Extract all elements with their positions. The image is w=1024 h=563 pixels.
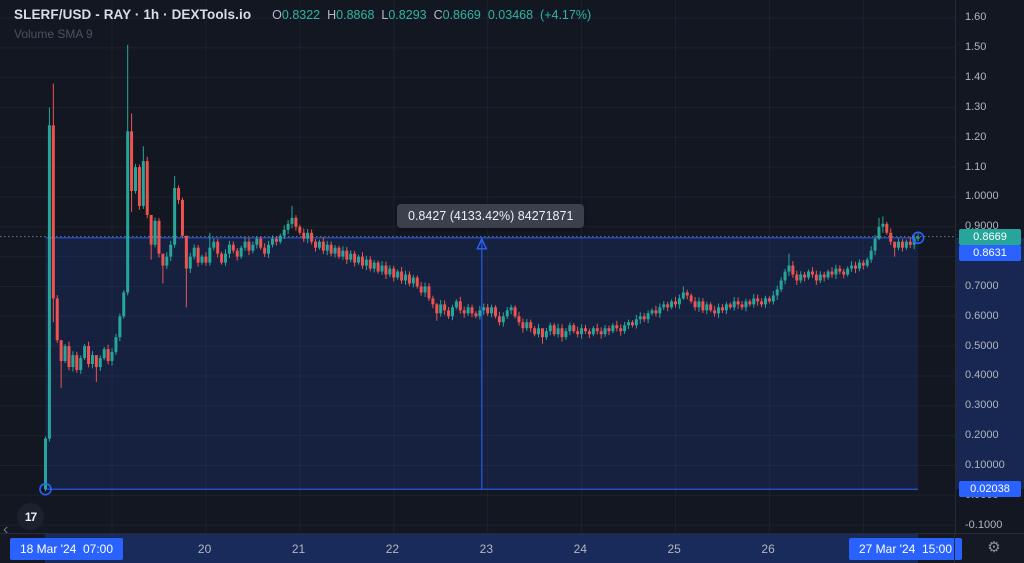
volume-indicator-label[interactable]: Volume SMA 9 (14, 27, 93, 41)
measure-end-time-badge: 27 Mar '24 15:00 (849, 538, 963, 560)
time-axis-label: 22 (385, 542, 400, 556)
price-axis[interactable]: 1.601.501.401.301.201.101.00000.90000.80… (955, 0, 1024, 533)
chart-legend: SLERF/USD - RAY · 1h · DEXTools.io O0.83… (14, 7, 591, 22)
symbol-title[interactable]: SLERF/USD - RAY · 1h · DEXTools.io (14, 7, 252, 22)
price-axis-label: 1.20 (965, 130, 987, 143)
measure-tooltip: 0.8427 (4133.42%) 84271871 (397, 204, 585, 228)
last-price-badge: 0.8669 (959, 229, 1021, 245)
time-axis[interactable]: 20 21 22 23 24 25 26 18 Mar '24 07:00 27 Mar '… (0, 533, 1024, 563)
time-axis-label: 24 (573, 542, 587, 556)
open-value: 0.8322 (281, 8, 321, 22)
time-axis-label: 23 (479, 542, 494, 556)
price-axis-label: 0.6000 (965, 309, 999, 322)
tradingview-logo[interactable]: 17 (17, 503, 44, 530)
price-axis-label: 1.10 (965, 160, 987, 173)
price-axis-label: 1.0000 (965, 190, 999, 203)
low-label: L (381, 8, 389, 22)
open-label: O (272, 8, 282, 22)
time-axis-label: 25 (667, 542, 681, 556)
axis-corner-divider (954, 533, 955, 563)
close-label: C (433, 8, 443, 22)
price-axis-label: 0.3000 (965, 399, 999, 412)
time-axis-label: 21 (291, 542, 306, 556)
price-axis-label: 1.40 (965, 71, 987, 84)
price-axis-label: 0.10000 (965, 458, 1005, 471)
high-value: 0.8868 (336, 8, 375, 22)
measure-bottom-price-badge: 0.02038 (959, 481, 1021, 497)
price-axis-label: 0.2000 (965, 429, 999, 442)
price-axis-measure-highlight (956, 238, 1024, 489)
close-value: 0.8669 (442, 8, 481, 22)
price-axis-label: -0.1000 (965, 518, 1003, 531)
price-axis-label: 1.60 (965, 11, 987, 24)
price-axis-label: 0.7000 (965, 279, 999, 292)
time-axis-label: 26 (761, 542, 775, 556)
low-value: 0.8293 (388, 8, 427, 22)
change-percent: (+4.17%) (540, 8, 592, 22)
measure-start-time-badge: 18 Mar '24 07:00 (10, 538, 124, 560)
price-axis-label: 1.50 (965, 41, 987, 54)
ohlc-values: O0.8322 H0.8868 L0.8293 C0.8669 (265, 8, 481, 22)
time-axis-measure-highlight (45, 534, 918, 563)
settings-gear-icon[interactable]: ⚙ (987, 539, 1001, 556)
candlestick-chart-pane[interactable] (0, 0, 955, 533)
chevron-left-icon[interactable]: ‹ (3, 521, 9, 538)
price-axis-label: 1.30 (965, 100, 987, 113)
time-axis-label: 20 (197, 542, 212, 556)
high-label: H (327, 8, 337, 22)
change-absolute: 0.03468 (487, 8, 534, 22)
price-axis-label: 0.4000 (965, 369, 999, 382)
price-axis-label: 0.5000 (965, 339, 999, 352)
measure-top-price-badge: 0.8631 (959, 245, 1021, 261)
